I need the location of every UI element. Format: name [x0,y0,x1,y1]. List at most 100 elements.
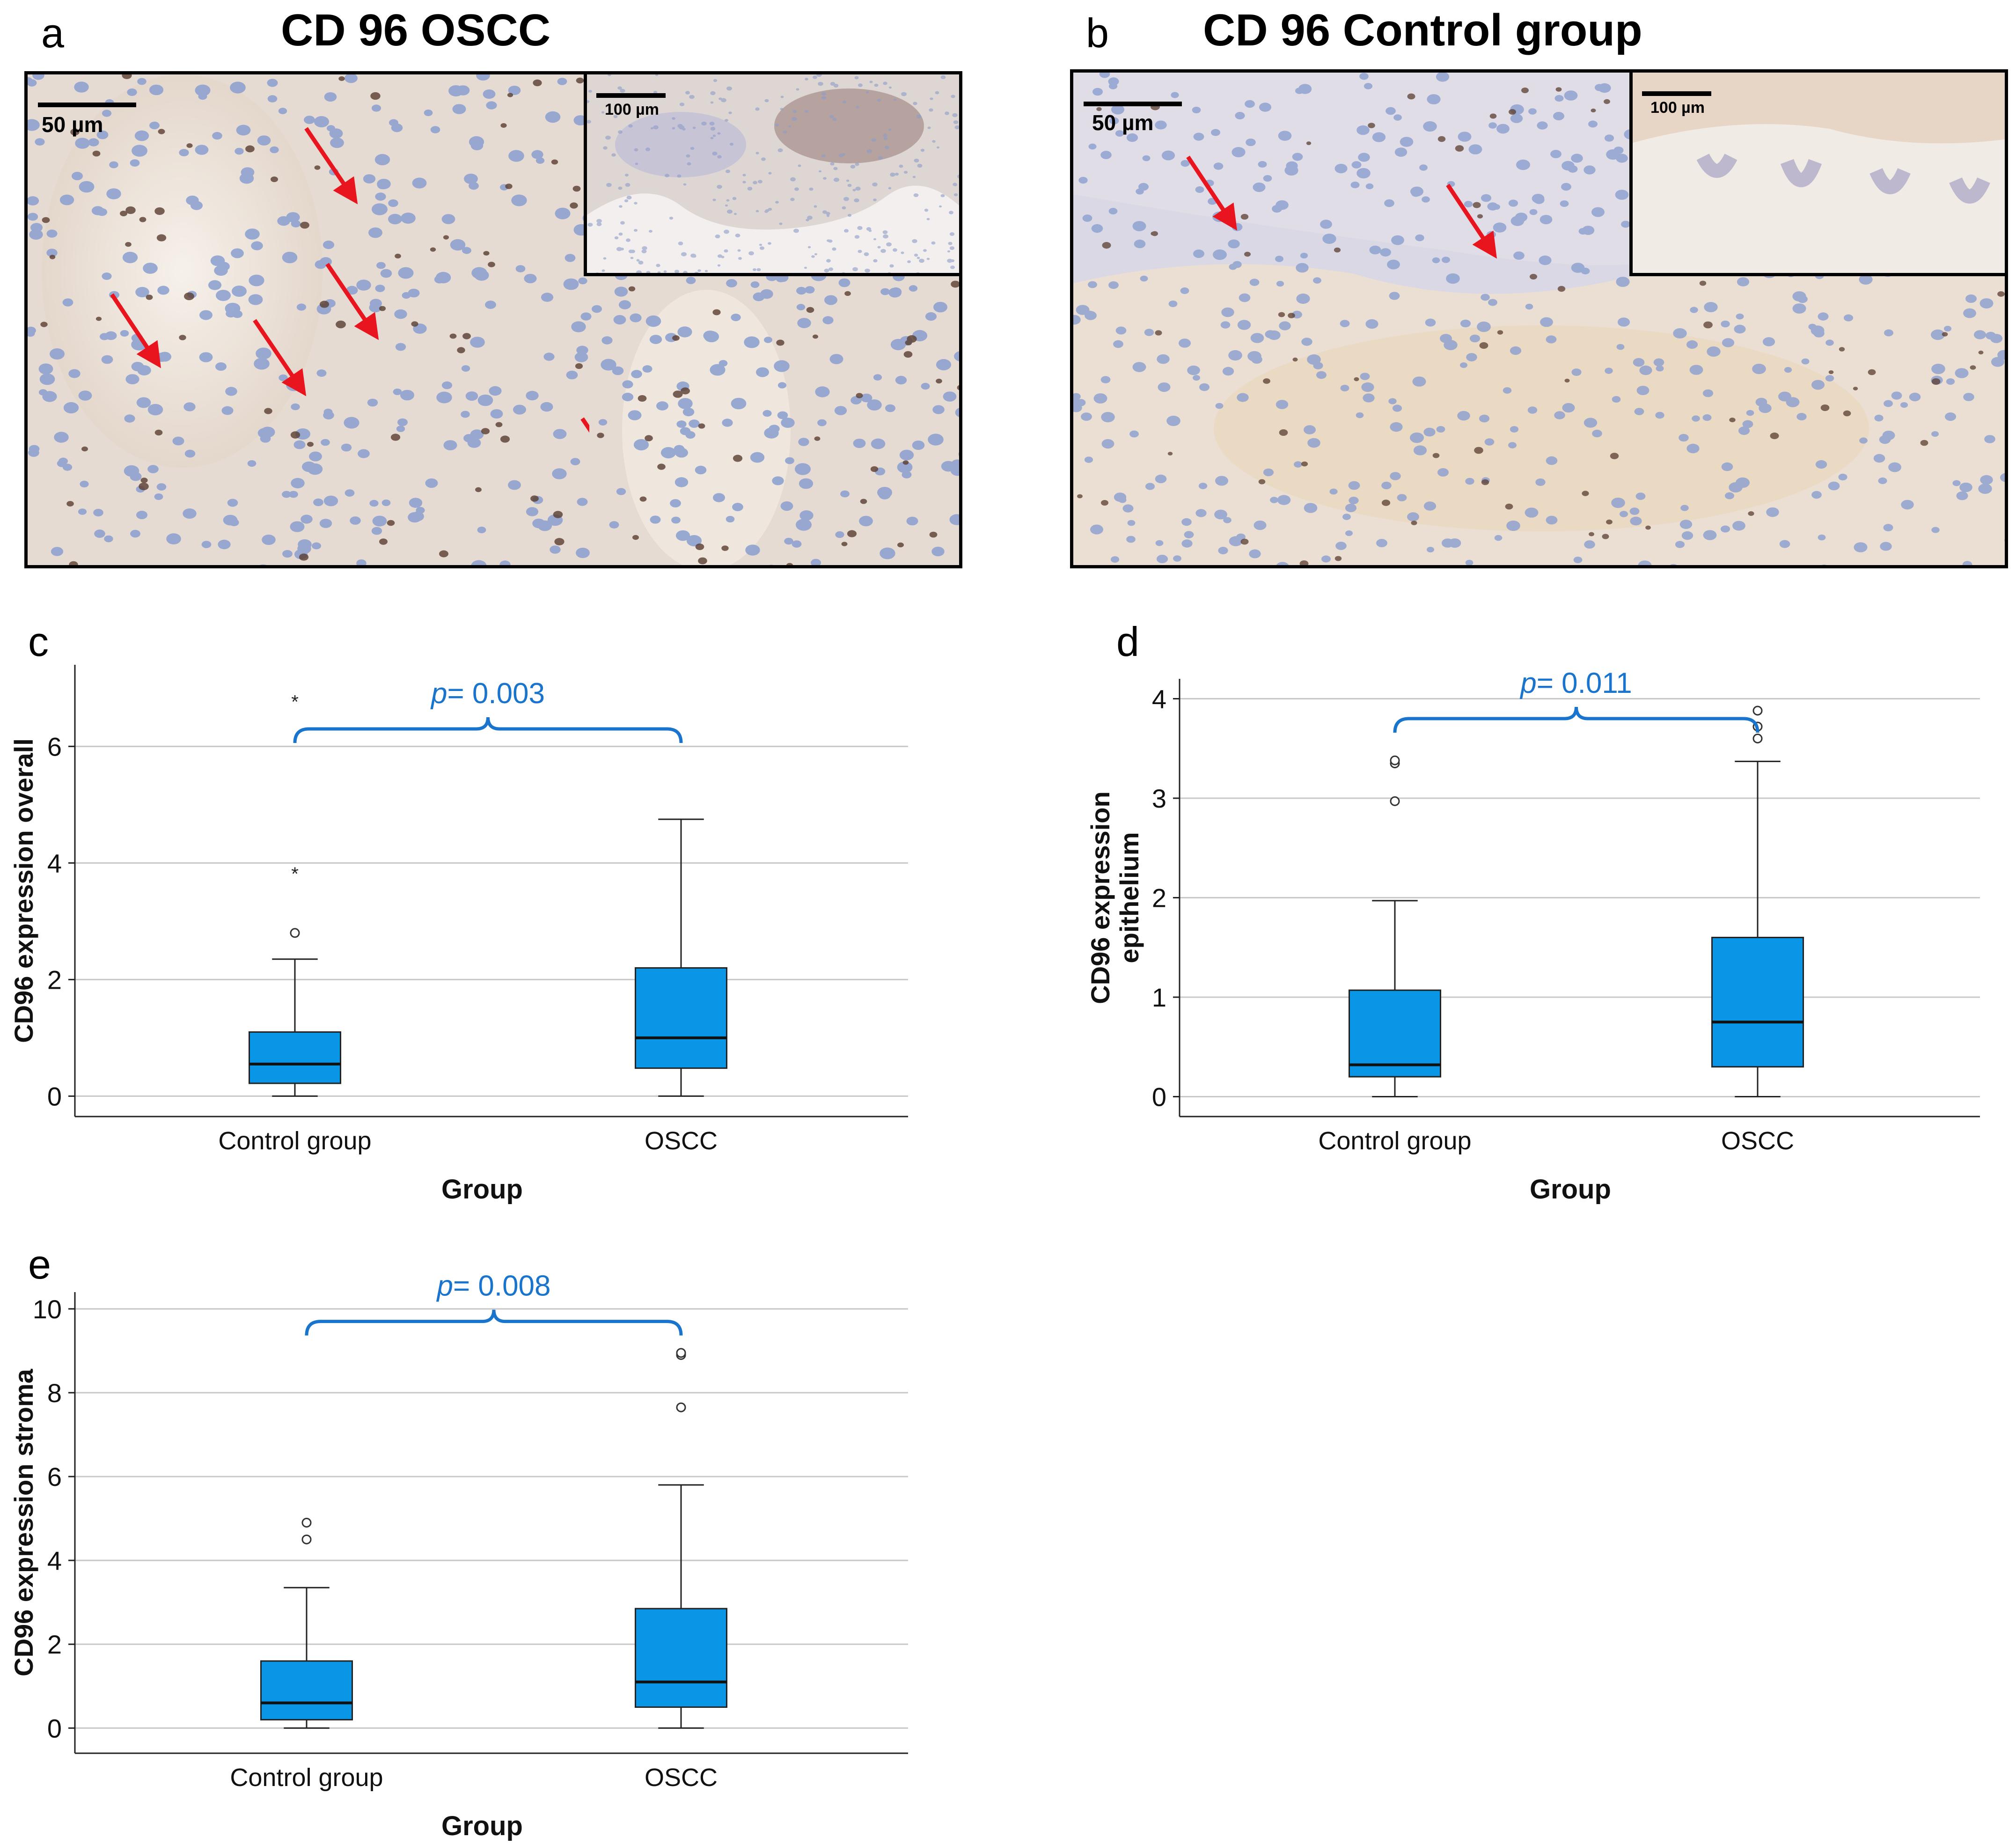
tissue-nucleus [742,174,746,176]
tissue-nucleus [824,268,829,273]
tissue-nucleus [641,249,647,254]
tissue-nucleus [1365,183,1374,190]
tissue-nucleus [441,214,455,224]
tissue-nucleus [588,90,592,93]
tissue-nucleus [508,480,521,490]
tissue-nucleus [1554,411,1565,419]
tissue-nucleus [774,360,790,372]
tissue-nucleus [1254,520,1267,530]
tissue-nucleus [1888,462,1901,472]
tissue-nucleus [781,418,795,428]
tissue-nucleus [1457,411,1470,421]
tissue-nucleus [1508,442,1517,448]
tissue-nucleus [1246,138,1256,147]
tissue-nucleus [1400,137,1414,147]
tissue-nucleus [850,396,862,404]
tissue-nucleus [1573,557,1583,563]
tissue-nucleus [618,232,623,236]
tissue-nucleus [477,526,486,534]
box [249,1031,341,1084]
tissue-nucleus [134,130,149,141]
tissue-nucleus [1838,473,1847,481]
tissue-nucleus [814,205,817,208]
tissue-nucleus [1397,494,1407,501]
tissue-nucleus [199,352,213,362]
tissue-nucleus [1564,378,1570,383]
tissue-nucleus [575,363,583,369]
tissue-nucleus [1432,257,1440,264]
tissue-nucleus [172,436,184,446]
tissue-nucleus [552,468,567,479]
tissue-nucleus [1681,531,1693,540]
tissue-nucleus [1076,399,1086,406]
tissue-nucleus [838,278,850,287]
outlier-point [290,928,300,938]
tissue-nucleus [232,310,243,318]
tissue-nucleus [1606,519,1613,525]
tissue-nucleus [1369,245,1381,255]
tissue-nucleus [947,250,951,253]
tissue-nucleus [1222,367,1234,376]
p-symbol: p [1519,667,1536,699]
tissue-nucleus [368,227,382,238]
tissue-nucleus [286,212,300,222]
tissue-nucleus [483,251,490,256]
x-tick-label: Control group [230,1764,383,1792]
tissue-nucleus [1611,497,1625,508]
tissue-nucleus [380,269,392,278]
tissue-nucleus [1561,183,1571,191]
tissue-nucleus [1703,530,1717,540]
tissue-nucleus [805,286,815,294]
tissue-nucleus [1874,414,1884,422]
tissue-nucleus [780,96,784,98]
tissue-nucleus [598,419,608,426]
panel-letter-e: e [28,1241,51,1287]
y-tick-label: 4 [1152,684,1166,714]
tissue-nucleus [792,117,797,121]
tissue-nucleus [618,186,623,190]
tissue-nucleus [28,119,40,131]
tissue-nucleus [858,83,863,87]
tissue-nucleus [146,294,153,300]
tissue-nucleus [938,205,942,208]
tissue-nucleus [1496,124,1510,134]
tissue-nucleus [737,249,741,252]
tissue-nucleus [301,515,313,524]
arrow [1446,184,1497,259]
tissue-nucleus [1979,298,1994,309]
tissue-nucleus [1235,112,1245,119]
tissue-nucleus [759,243,762,246]
tissue-nucleus [387,520,395,526]
tissue-nucleus [1550,150,1561,158]
tissue-nucleus [375,285,385,292]
tissue-nucleus [1237,393,1249,402]
tissue-nucleus [1232,147,1246,157]
tissue-nucleus [1195,186,1204,193]
tissue-nucleus [833,167,838,170]
tissue-nucleus [1742,420,1753,428]
tissue-nucleus [101,355,113,364]
tissue-nucleus [717,132,721,135]
x-tick-label: OSCC [645,1764,718,1792]
tissue-nucleus [835,531,844,538]
tissue-nucleus [1294,461,1302,468]
tissue-nucleus [726,279,737,287]
tissue-nucleus [1729,418,1736,422]
tissue-nucleus [1181,518,1192,526]
tissue-nucleus [685,431,696,439]
tissue-nucleus [323,408,333,416]
tissue-nucleus [1100,151,1112,159]
tissue-nucleus [282,550,293,558]
tissue-nucleus [576,77,584,84]
tissue-nucleus [1390,472,1401,480]
tissue-nucleus [1129,430,1139,438]
tissue-nucleus [394,309,407,319]
tissue-nucleus [139,482,149,491]
tissue-nucleus [636,270,642,273]
tissue-nucleus [1126,133,1138,142]
tissue-nucleus [1393,114,1402,121]
tissue-nucleus [775,124,779,126]
tissue-nucleus [186,143,193,148]
tissue-nucleus [215,362,227,371]
arrow [580,417,589,433]
